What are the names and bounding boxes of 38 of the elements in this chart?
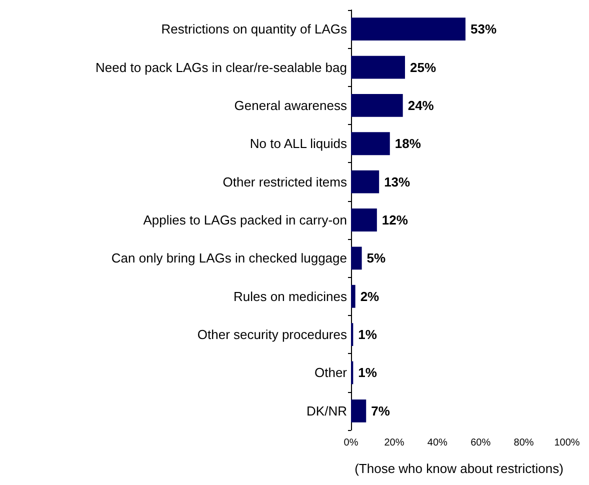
- y-tick-label: DK/NR: [306, 403, 347, 418]
- bar: [351, 18, 466, 41]
- x-tick-label: 20%: [384, 438, 404, 448]
- y-tick-label: Rules on medicines: [234, 288, 348, 304]
- x-axis-title: (Those who know about restrictions): [354, 461, 564, 476]
- y-tick-label: Applies to LAGs packed in carry-on: [143, 212, 347, 228]
- data-label: 53%: [470, 22, 497, 37]
- data-label: 2%: [360, 288, 380, 304]
- bar: [351, 56, 405, 79]
- data-label: 5%: [366, 250, 386, 266]
- data-label: 1%: [358, 365, 378, 380]
- x-tick-label: 60%: [470, 438, 491, 448]
- data-label: 12%: [382, 212, 408, 228]
- y-tick-label: Other restricted items: [222, 174, 348, 190]
- x-tick-label: 80%: [514, 438, 534, 448]
- y-tick-label: Restrictions on quantity of LAGs: [161, 22, 348, 37]
- bar: [351, 94, 403, 117]
- y-tick-label: General awareness: [234, 98, 348, 113]
- bar: [351, 132, 390, 156]
- bar: [351, 170, 380, 194]
- y-tick-label: Other security procedures: [197, 327, 348, 342]
- data-label: 25%: [410, 60, 436, 75]
- y-tick-label: No to ALL liquids: [250, 136, 348, 152]
- data-label: 1%: [358, 327, 378, 342]
- data-label: 13%: [384, 174, 411, 190]
- y-tick-label: Other: [314, 365, 348, 380]
- x-tick-label: 100%: [554, 438, 580, 448]
- x-tick-label: 0%: [344, 438, 358, 448]
- bar: [351, 208, 377, 232]
- bar: [351, 246, 362, 270]
- data-label: 24%: [408, 98, 434, 113]
- x-tick-label: 40%: [427, 438, 448, 448]
- data-label: 18%: [394, 136, 422, 152]
- y-tick-label: Need to pack LAGs in clear/re-sealable bag: [96, 60, 347, 75]
- data-label: 7%: [371, 403, 390, 418]
- y-tick-label: Can only bring LAGs in checked luggage: [111, 250, 347, 266]
- bar: [351, 399, 366, 422]
- bar: [351, 284, 356, 308]
